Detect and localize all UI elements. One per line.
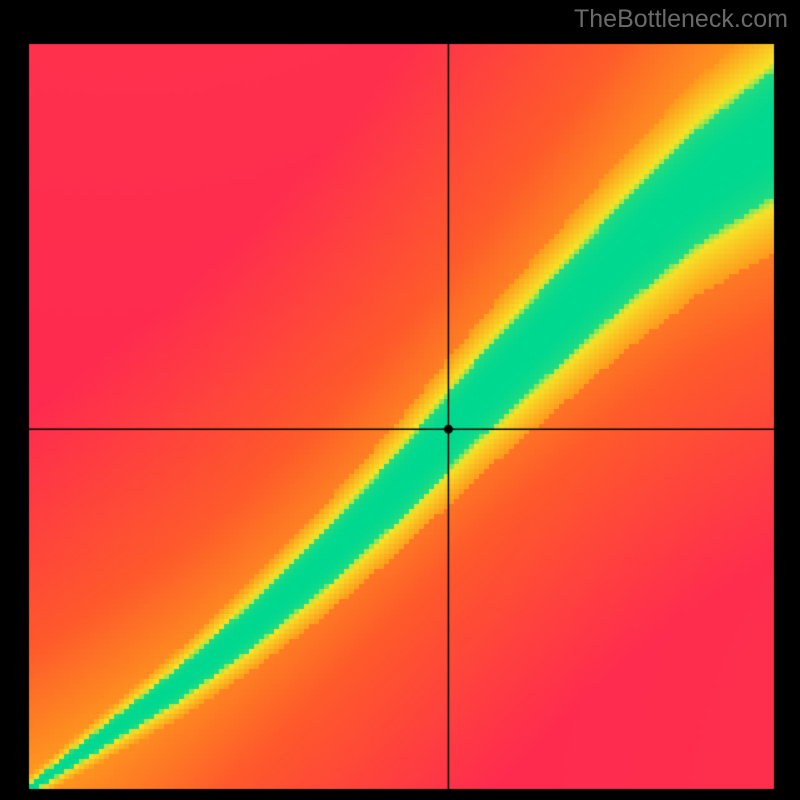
bottleneck-heatmap	[0, 0, 800, 800]
chart-container: TheBottleneck.com	[0, 0, 800, 800]
watermark-text: TheBottleneck.com	[574, 5, 788, 34]
